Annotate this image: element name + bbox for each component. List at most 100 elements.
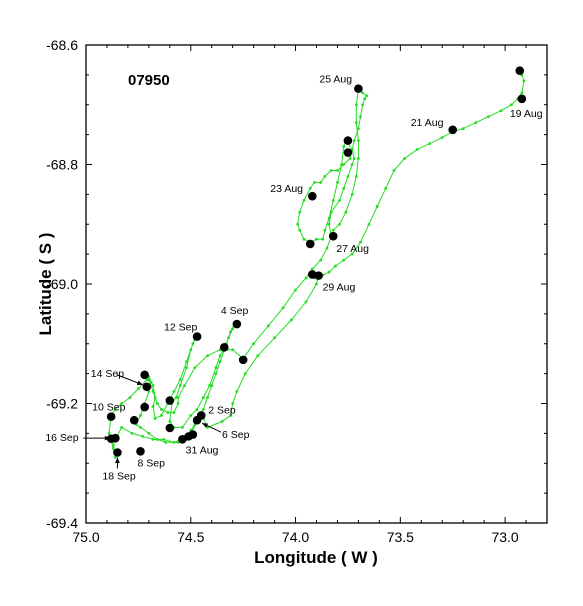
position-marker [305, 239, 315, 249]
track-point [313, 181, 316, 184]
track-point [201, 396, 205, 399]
track-point [180, 426, 184, 429]
track-point [147, 431, 151, 435]
position-marker [192, 332, 202, 341]
x-tick-label: 74.5 [177, 529, 204, 545]
track-point [178, 384, 182, 387]
position-marker [354, 84, 363, 93]
track-point [214, 372, 218, 376]
date-label: 2 Sep [208, 404, 236, 416]
track-point [357, 139, 360, 143]
track-point [415, 148, 419, 151]
track-point [331, 198, 335, 202]
position-marker [238, 355, 248, 365]
label-leader-arrowhead [115, 457, 120, 464]
track-point [172, 440, 176, 444]
track-point [367, 222, 371, 226]
position-marker [192, 415, 202, 425]
position-marker [232, 319, 242, 329]
track-point [336, 169, 339, 172]
track-point [206, 396, 209, 399]
date-label: 25 Aug [319, 74, 352, 86]
track-point [304, 276, 308, 280]
track-point [357, 127, 360, 131]
track-point [338, 198, 341, 202]
track-point [195, 408, 199, 411]
date-label: 12 Sep [164, 322, 197, 334]
track-point [147, 378, 151, 381]
position-marker [343, 136, 353, 145]
track-point [130, 431, 134, 435]
date-label: 27 Aug [336, 243, 369, 255]
position-marker [515, 66, 525, 75]
track-point [499, 109, 503, 113]
track-point [350, 192, 354, 196]
track-point [486, 115, 490, 119]
label-leader-arrowhead [104, 435, 111, 441]
date-label: 4 Sep [221, 305, 249, 317]
position-marker [165, 423, 175, 433]
track-point [155, 437, 159, 441]
track-point [229, 330, 232, 334]
track-point [350, 163, 354, 166]
track-point [189, 414, 193, 417]
position-marker [220, 343, 229, 352]
track-point [174, 396, 178, 399]
x-tick-label: 74.0 [282, 529, 309, 545]
axis-tick-labels: 75.0 74.5 74.0 73.5 73.0 -68.6 -68.8 -69.0 -69.2… [46, 37, 519, 545]
position-marker [328, 231, 338, 241]
track-point [325, 246, 329, 250]
position-marker [188, 430, 198, 439]
track-point [168, 420, 172, 423]
track-point [315, 282, 318, 286]
track-point [139, 414, 142, 417]
track-point [296, 222, 300, 226]
date-label: 6 Sep [222, 429, 250, 441]
track-point [214, 366, 218, 370]
track-point [338, 222, 341, 226]
track-point [189, 348, 193, 352]
track-point [354, 121, 358, 125]
date-label: 29 Aug [323, 282, 356, 294]
track-point [193, 366, 197, 370]
position-marker [106, 434, 116, 444]
track-point [145, 378, 149, 381]
x-tick-label: 73.0 [491, 529, 518, 545]
track-point [333, 264, 337, 268]
track-point [176, 396, 180, 399]
track-point [136, 387, 140, 390]
track-point [252, 342, 256, 346]
position-marker [308, 191, 317, 201]
track-point [185, 360, 188, 364]
track-point [218, 354, 222, 358]
position-marker [448, 125, 458, 135]
track-point [384, 187, 388, 190]
track-point [153, 396, 157, 399]
track-point [176, 402, 180, 405]
position-marker [165, 396, 175, 405]
date-label: 31 Aug [186, 444, 219, 456]
track-point [331, 228, 335, 232]
track-point [120, 426, 124, 429]
track-point [522, 79, 526, 83]
position-marker [140, 402, 149, 412]
position-marker [343, 148, 353, 157]
date-label: 21 Aug [411, 117, 444, 129]
track-point [160, 408, 163, 411]
position-marker [106, 412, 116, 421]
track-point [352, 157, 356, 160]
track-point [111, 443, 115, 447]
position-marker [129, 415, 139, 425]
track-point [231, 348, 235, 352]
track-point [166, 411, 170, 414]
track-point [151, 390, 155, 393]
track-point [206, 354, 209, 358]
track-point [361, 91, 364, 95]
position-marker [517, 94, 527, 104]
track-point [336, 181, 339, 184]
track-point [509, 103, 513, 107]
track-point [220, 420, 224, 423]
track-point [403, 157, 406, 160]
y-tick-label: -69.2 [46, 396, 78, 412]
